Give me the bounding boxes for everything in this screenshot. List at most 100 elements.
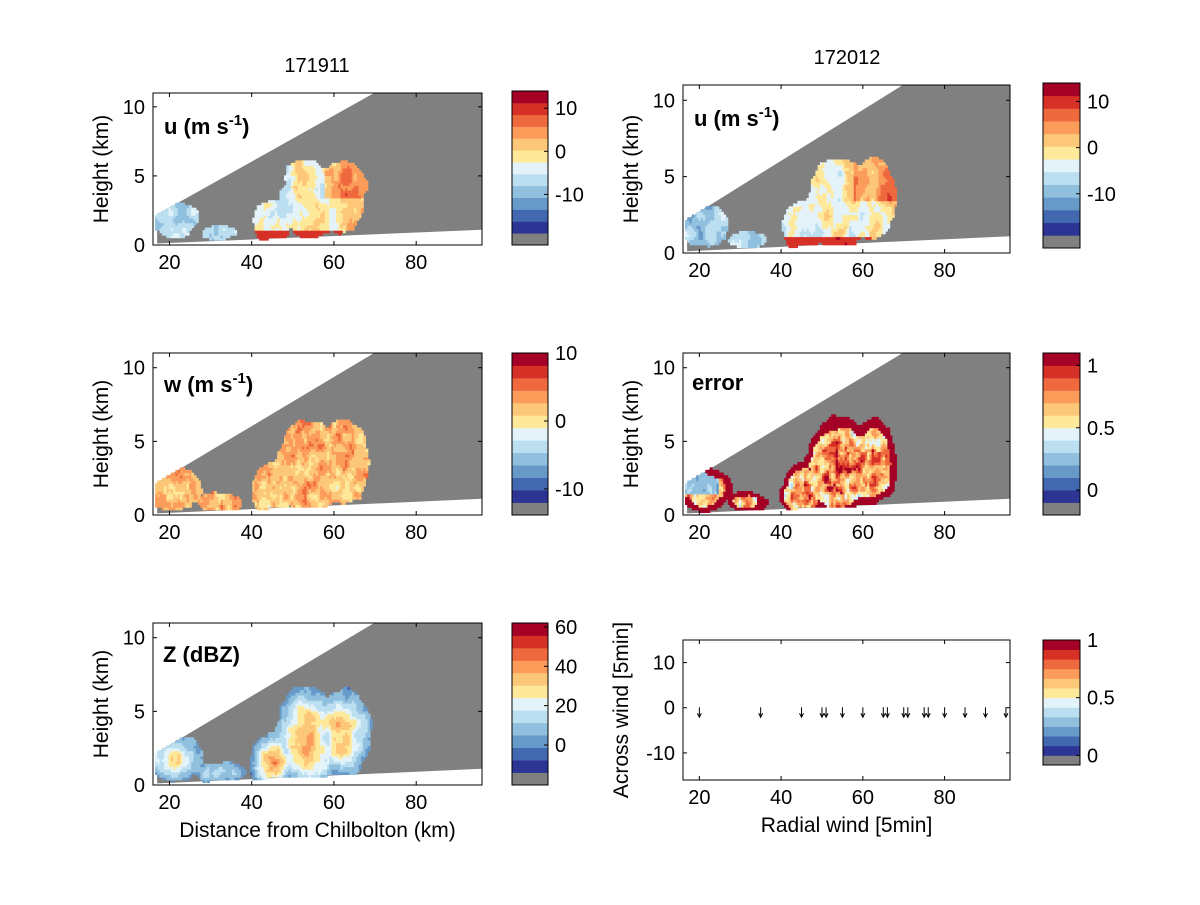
colorbar-tick-label: -10 [1087,184,1116,206]
colorbar-tick-label: 10 [555,98,577,120]
y-tick-label: 5 [134,701,145,723]
colorbar-swatch [512,635,548,648]
colorbar-swatch [1043,172,1080,185]
y-tick-label: 0 [664,698,675,720]
x-tick-label: 60 [323,792,345,814]
colorbar-swatch [512,735,548,748]
colorbar-swatch [512,660,548,673]
colorbar-swatch [512,150,548,162]
colorbar-swatch [1043,727,1080,737]
colorbar-swatch [512,623,548,636]
colorbar-masked-swatch [512,233,548,245]
colorbar-swatch [512,378,548,391]
colorbar-swatch [1043,440,1080,453]
error-panel-label: error [692,370,744,395]
colorbar-swatch [512,353,548,366]
colorbar-swatch [1043,707,1080,717]
y-tick-label: 5 [664,167,675,189]
colorbar-swatch [512,648,548,661]
colorbar-tick-label: 40 [555,656,577,678]
x-tick-label: 40 [770,260,792,282]
x-tick-label: 80 [933,522,955,544]
colorbar-tick-label: 10 [1087,91,1109,113]
colorbar-swatch [1043,659,1080,669]
colorbar-swatch [512,698,548,711]
y-tick-label: 0 [134,235,145,257]
x-tick-label: 40 [241,252,263,274]
colorbar-tick-label: 0.5 [1087,688,1115,710]
colorbar-swatch [512,415,548,428]
x-tick-label: 20 [158,522,180,544]
y-tick-label: 10 [123,358,145,380]
colorbar-swatch [1043,415,1080,428]
colorbar-swatch [512,673,548,686]
colorbar-swatch [1043,390,1080,403]
colorbar-swatch [512,453,548,466]
colorbar-swatch [1043,223,1080,236]
colorbar-tick-label: -10 [555,184,584,206]
colorbar-swatch [1043,403,1080,416]
colorbar-swatch [512,186,548,198]
x-tick-label: 20 [688,260,710,282]
colorbar-tick-label: -10 [555,479,584,501]
x-tick-label: 60 [323,522,345,544]
y-axis-label: Height (km) [620,115,643,224]
colorbar-swatch [1043,669,1080,679]
x-tick-label: 80 [933,260,955,282]
colorbar-swatch [1043,490,1080,503]
colorbar-swatch [1043,650,1080,660]
colorbar-tick-label: 0 [1087,138,1098,160]
u-colorbar: 10 0 -10 [512,91,584,245]
colorbar-swatch [1043,353,1080,366]
colorbar-swatch [512,403,548,416]
y-tick-label: 5 [134,166,145,188]
y-axis-label: Height (km) [90,380,113,489]
colorbar-masked-swatch [1043,755,1080,765]
u-colorbar-2: 10 0 -10 [1043,83,1116,248]
colorbar-swatch [1043,146,1080,159]
colorbar-swatch [1043,678,1080,688]
colorbar-tick-label: 20 [555,696,577,718]
colorbar-swatch [1043,717,1080,727]
x-tick-label: 80 [405,252,427,274]
colorbar-swatch [512,685,548,698]
z-panel-label: Z (dBZ) [163,642,240,667]
y-tick-label: 10 [653,358,675,380]
colorbar-swatch [1043,121,1080,134]
colorbar-tick-label: 1 [1087,630,1098,652]
colorbar-tick-label: 1 [1087,355,1098,377]
y-tick-label: 10 [123,97,145,119]
y-axis-label: Height (km) [90,115,113,224]
colorbar-swatch [1043,185,1080,198]
colorbar-swatch [512,390,548,403]
colorbar-swatch [512,723,548,736]
colorbar-masked-swatch [512,773,548,785]
colorbar-tick-label: 60 [555,617,577,639]
colorbar-masked-swatch [512,503,548,515]
y-tick-label: 5 [664,431,675,453]
y-tick-label: 10 [653,653,675,675]
colorbar-swatch [512,174,548,186]
y-tick-label: 0 [664,505,675,527]
x-tick-label: 60 [852,522,874,544]
column-title-right: 172012 [814,47,881,69]
w-colorbar: 100-10 [512,343,584,515]
colorbar-swatch [512,198,548,210]
colorbar-swatch [512,365,548,378]
error-colorbar: 10.50 [1043,353,1115,515]
x-tick-label: 80 [933,787,955,809]
colorbar-swatch [512,91,548,103]
x-axis-label: Radial wind [5min] [761,814,933,837]
colorbar-swatch [1043,428,1080,441]
x-tick-label: 40 [241,522,263,544]
colorbar-swatch [1043,365,1080,378]
x-axis-label: Distance from Chilbolton (km) [179,819,456,842]
colorbar-tick-label: 0 [555,141,566,163]
colorbar-swatch [1043,736,1080,746]
